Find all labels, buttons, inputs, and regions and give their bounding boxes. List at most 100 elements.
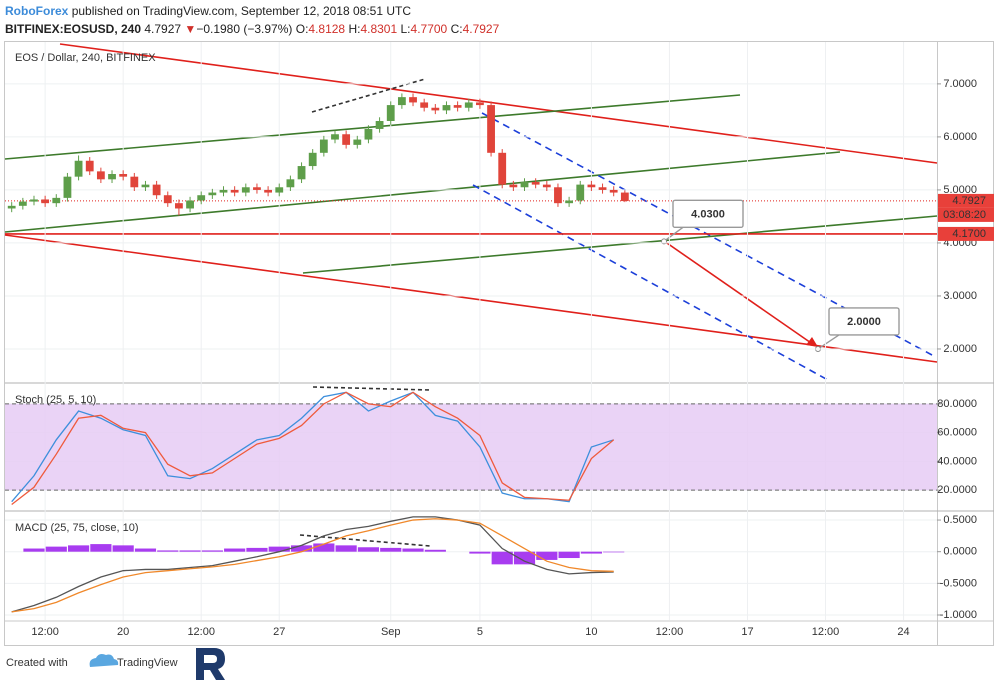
band-fill bbox=[5, 403, 937, 491]
ohlc-c: 4.7927 bbox=[463, 22, 500, 36]
candle-body bbox=[442, 105, 451, 111]
candle-body bbox=[420, 102, 429, 108]
candle-body bbox=[342, 134, 351, 145]
candle-body bbox=[52, 197, 61, 204]
candle-body bbox=[520, 181, 529, 188]
candle-body bbox=[453, 105, 462, 108]
pane-title: EOS / Dollar, 240, BITFINEX bbox=[15, 52, 156, 64]
callout-box bbox=[672, 199, 744, 229]
candle-body bbox=[208, 192, 217, 196]
candle-body bbox=[464, 102, 473, 108]
x-tick-label: 12:00 bbox=[656, 626, 684, 638]
histogram-bar bbox=[45, 546, 67, 552]
channel-line bbox=[302, 215, 938, 274]
candle-body bbox=[353, 139, 362, 145]
candle-body bbox=[542, 184, 551, 188]
candle-body bbox=[141, 184, 150, 188]
marks bbox=[7, 93, 629, 613]
candle-body bbox=[397, 97, 406, 106]
x-tick-label: 12:00 bbox=[812, 626, 840, 638]
candle-body bbox=[85, 160, 94, 172]
candle-body bbox=[152, 184, 161, 196]
y-tick-label: 60.0000 bbox=[937, 427, 977, 439]
countdown-box bbox=[938, 207, 994, 222]
channel-line bbox=[4, 151, 841, 233]
candle-body bbox=[63, 176, 72, 198]
histogram-bar bbox=[603, 551, 625, 553]
y-tick-label: -1.0000 bbox=[940, 609, 977, 621]
candle-body bbox=[431, 107, 440, 111]
y-tick-label: 6.0000 bbox=[943, 131, 977, 143]
histogram-bar bbox=[380, 547, 402, 552]
candle-body bbox=[409, 97, 417, 103]
y-tick-label: -0.5000 bbox=[940, 577, 977, 589]
series-line bbox=[11, 516, 614, 613]
histogram-bar bbox=[313, 543, 335, 552]
candle-body bbox=[375, 120, 384, 129]
y-tick-label: 2.0000 bbox=[943, 343, 977, 355]
candle-body bbox=[130, 176, 139, 188]
ohlc-l: 4.7700 bbox=[411, 22, 448, 36]
last-price-label: 4.7927 bbox=[952, 195, 986, 207]
ohlc-h: 4.8301 bbox=[360, 22, 397, 36]
candle-body bbox=[364, 128, 373, 140]
candle-body bbox=[186, 200, 194, 209]
histogram-bar bbox=[201, 550, 223, 552]
callout-label: 4.0300 bbox=[691, 208, 725, 220]
x-tick-label: 12:00 bbox=[187, 626, 215, 638]
ohlc-l-key: L: bbox=[401, 22, 411, 36]
candle-body bbox=[219, 189, 228, 193]
pane-title: MACD (25, 75, close, 10) bbox=[15, 522, 139, 534]
brand[interactable]: TradingView bbox=[117, 657, 178, 669]
last-price-label-box bbox=[938, 193, 994, 208]
grid bbox=[5, 42, 937, 620]
candle-body bbox=[620, 192, 629, 202]
histogram-bar bbox=[580, 551, 602, 554]
callout-label: 2.0000 bbox=[847, 316, 881, 328]
candle-body bbox=[241, 187, 250, 193]
histogram-bar bbox=[112, 545, 134, 552]
histogram-bar bbox=[23, 548, 45, 552]
candle-body bbox=[598, 187, 607, 190]
arrow-head bbox=[806, 337, 818, 347]
divergence-line bbox=[311, 78, 426, 113]
candle-body bbox=[531, 181, 540, 185]
x-tick-label: 20 bbox=[117, 626, 129, 638]
author[interactable]: RoboForex bbox=[5, 4, 69, 18]
x-tick-label: 5 bbox=[477, 626, 483, 638]
histogram-bar bbox=[513, 551, 536, 565]
histogram-bar bbox=[491, 551, 513, 565]
x-tick-label: 17 bbox=[741, 626, 753, 638]
histogram-bar bbox=[558, 551, 580, 559]
change: −0.1980 (−3.97%) bbox=[196, 22, 292, 36]
candle-body bbox=[565, 200, 574, 204]
histogram-bar bbox=[179, 550, 201, 552]
histogram-bar bbox=[469, 551, 491, 554]
y-tick-label: 5.0000 bbox=[943, 184, 977, 196]
projection-line bbox=[472, 184, 829, 381]
x-tick-label: Sep bbox=[381, 626, 401, 638]
symbol-line: BITFINEX:EOSUSD, 240 4.7927 ▼−0.1980 (−3… bbox=[5, 22, 500, 36]
candle-body bbox=[41, 199, 50, 204]
histogram-bar bbox=[357, 547, 380, 552]
candle-body bbox=[119, 174, 128, 177]
candle-body bbox=[275, 187, 284, 193]
candle-body bbox=[197, 195, 206, 201]
roboforex-logo bbox=[196, 648, 225, 680]
candle-body bbox=[587, 184, 596, 188]
histogram-bar bbox=[402, 548, 424, 552]
x-tick-label: 24 bbox=[897, 626, 909, 638]
candle-body bbox=[308, 152, 317, 167]
candle-body bbox=[96, 171, 105, 180]
y-tick-label: 3.0000 bbox=[943, 290, 977, 302]
histogram-bar bbox=[290, 545, 313, 552]
callout-leader bbox=[663, 226, 684, 242]
candle-body bbox=[319, 139, 328, 153]
candle-body bbox=[609, 189, 618, 193]
published: published on TradingView.com, September … bbox=[72, 4, 412, 18]
candle-body bbox=[386, 105, 395, 121]
x-tick-label: 27 bbox=[273, 626, 285, 638]
